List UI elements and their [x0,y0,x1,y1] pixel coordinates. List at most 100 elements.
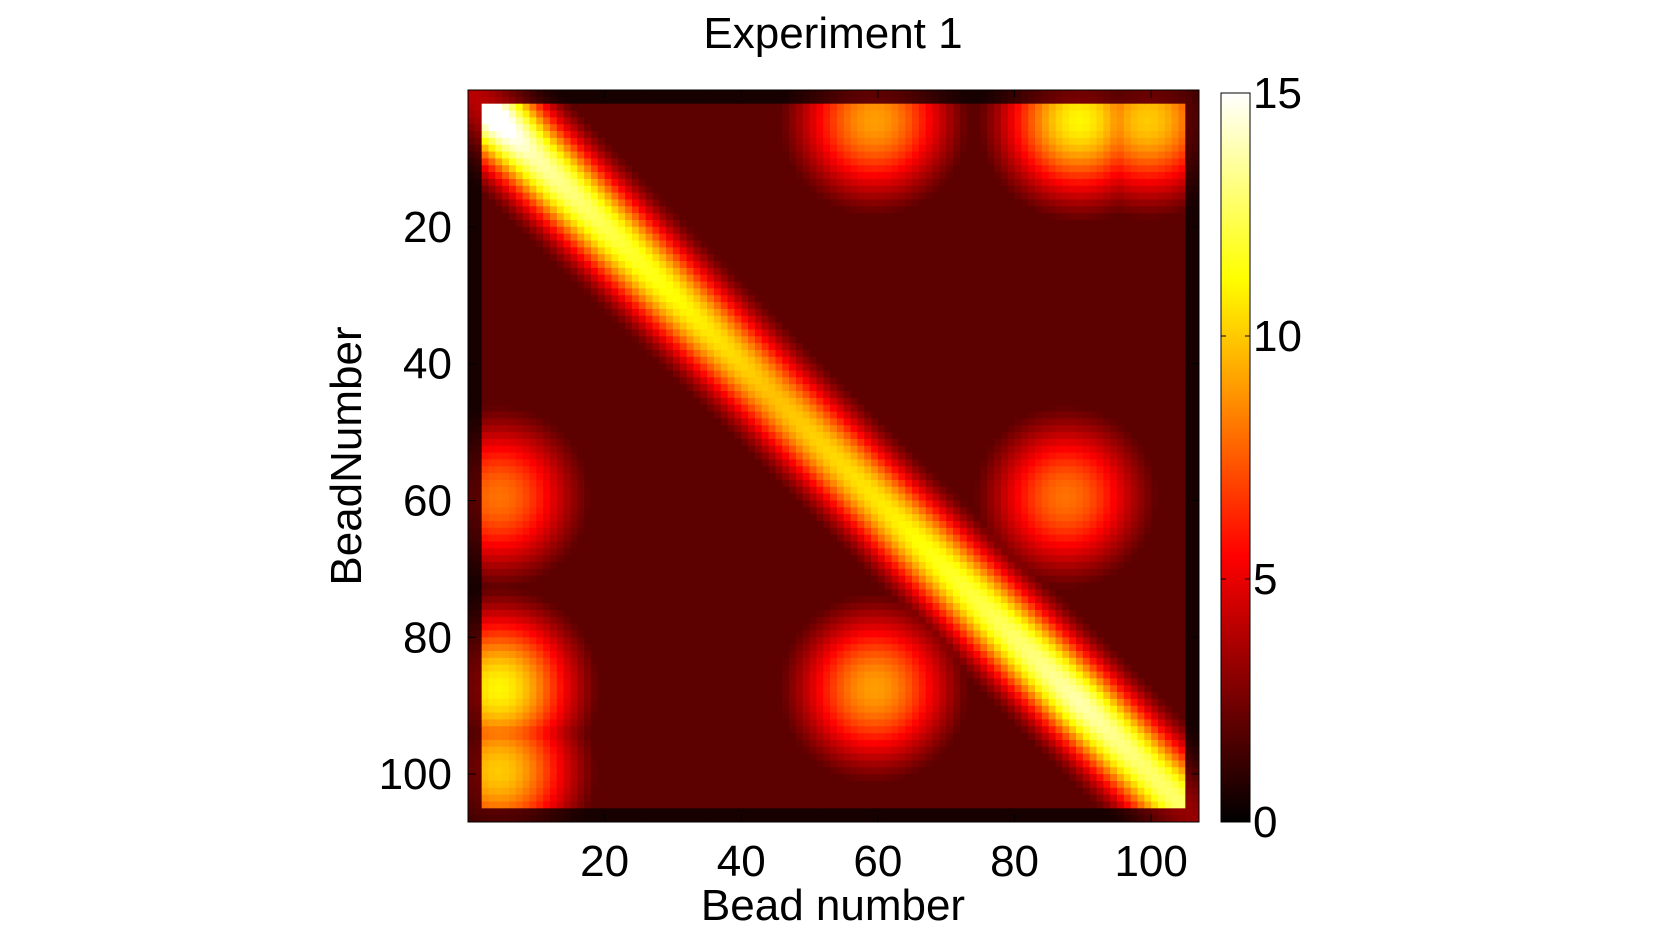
heatmap-cell [748,165,756,173]
heatmap-cell [529,739,537,748]
heatmap-cell [502,370,510,378]
heatmap-cell [686,760,695,768]
heatmap-cell [768,541,777,549]
heatmap-cell [481,534,490,543]
heatmap-cell [522,432,531,440]
heatmap-cell [618,603,626,611]
heatmap-cell [597,445,606,454]
heatmap-cell [659,739,667,748]
heatmap-cell [638,685,647,693]
heatmap-cell [666,391,674,399]
heatmap-cell [638,555,647,563]
heatmap-cell [577,233,585,242]
heatmap-cell [638,226,647,235]
heatmap-cell [734,397,742,406]
heatmap-cell [563,165,572,173]
heatmap-cell [666,657,674,666]
heatmap-cell [775,739,783,748]
heatmap-cell [754,281,763,289]
heatmap-cell [625,356,633,365]
heatmap-cell [775,719,783,727]
heatmap-cell [590,466,599,474]
heatmap-cell [707,117,715,125]
heatmap-cell [481,582,490,590]
heatmap-cell [536,144,544,153]
heatmap-cell [679,630,688,638]
heatmap-cell [782,124,790,132]
heatmap-cell [611,151,619,160]
heatmap-cell [604,753,613,762]
heatmap-cell [672,158,681,166]
heatmap-cell [481,733,490,741]
heatmap-cell [597,247,606,255]
heatmap-cell [481,473,490,481]
heatmap-cell [700,247,708,255]
heatmap-cell [734,329,742,337]
heatmap-cell [645,623,654,632]
heatmap-cell [734,815,742,822]
heatmap-cell [495,760,503,768]
heatmap-cell [720,397,729,406]
heatmap-cell [549,623,558,632]
heatmap-cell [597,158,606,166]
heatmap-cell [515,719,524,727]
heatmap-cell [686,555,695,563]
heatmap-cell [481,397,490,406]
heatmap-cell [502,808,510,816]
heatmap-cell [515,726,524,734]
heatmap-cell [468,110,476,118]
heatmap-cell [597,466,606,474]
heatmap-cell [761,425,770,433]
heatmap-cell [734,363,742,372]
heatmap-cell [761,616,770,625]
heatmap-cell [686,288,695,296]
heatmap-cell [577,247,585,255]
heatmap-cell [515,131,524,139]
heatmap-cell [713,760,722,768]
heatmap-cell [584,117,592,125]
heatmap-cell [666,609,674,618]
heatmap-cell [529,644,537,652]
heatmap-cell [645,692,654,700]
heatmap-cell [543,780,551,789]
heatmap-cell [474,425,483,433]
heatmap-cell [741,630,749,638]
heatmap-cell [686,678,695,686]
heatmap-cell [618,514,626,522]
heatmap-cell [638,760,647,768]
heatmap-cell [529,363,537,372]
heatmap-cell [713,767,722,775]
heatmap-cell [597,507,606,515]
heatmap-cell [481,90,490,98]
heatmap-cell [570,500,578,508]
heatmap-cell [502,596,510,604]
heatmap-cell [468,356,476,365]
heatmap-cell [543,719,551,727]
heatmap-cell [556,302,565,310]
heatmap-cell [549,657,558,666]
heatmap-cell [577,397,585,406]
heatmap-cell [707,719,715,727]
heatmap-cell [577,281,585,289]
heatmap-cell [686,739,695,748]
heatmap-cell [761,137,770,146]
heatmap-cell [720,267,729,276]
heatmap-cell [502,418,510,426]
heatmap-cell [748,609,756,618]
heatmap-cell [618,787,626,796]
heatmap-cell [625,103,633,112]
heatmap-cell [686,172,695,180]
heatmap-cell [666,267,674,276]
heatmap-cell [625,698,633,707]
heatmap-cell [556,726,565,734]
heatmap-cell [577,144,585,153]
heatmap-cell [693,411,701,419]
heatmap-cell [727,507,736,515]
heatmap-cell [707,650,715,659]
heatmap-cell [488,226,496,235]
heatmap-cell [522,596,531,604]
heatmap-cell [672,206,681,214]
heatmap-cell [761,117,770,125]
heatmap-cell [707,131,715,139]
heatmap-cell [659,493,667,502]
